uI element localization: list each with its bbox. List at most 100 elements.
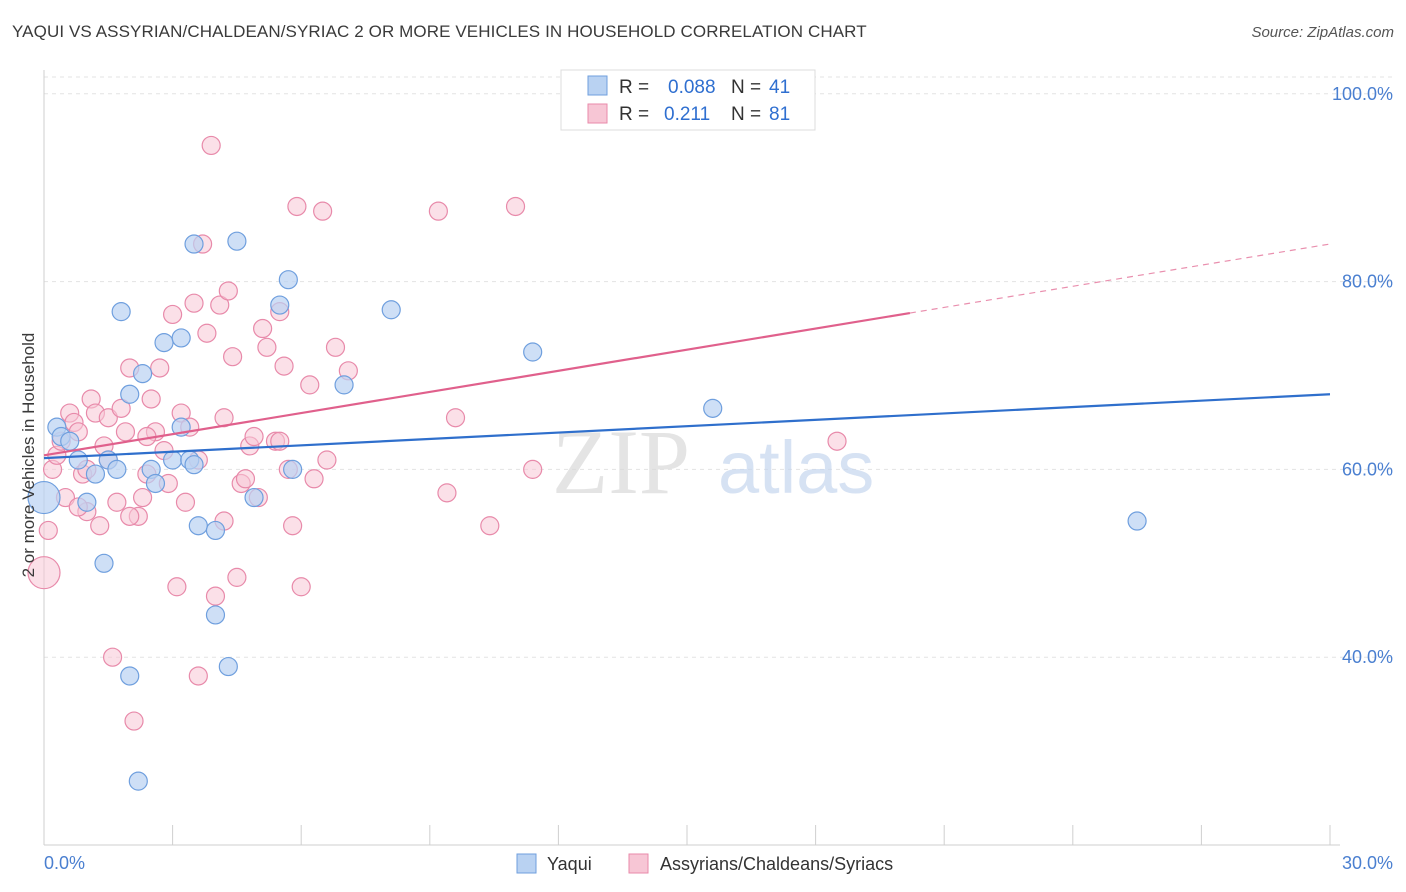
assyrian-point	[141, 389, 161, 409]
yaqui-point	[145, 473, 166, 494]
assyrian-point	[505, 196, 526, 217]
watermark: ZIP atlas	[552, 411, 874, 513]
assyrian-point	[274, 356, 294, 376]
assyrian-point	[197, 323, 217, 343]
yaqui-point	[132, 364, 153, 384]
assyrian-point	[291, 577, 311, 597]
yaqui-point	[381, 300, 401, 320]
chart-title: YAQUI VS ASSYRIAN/CHALDEAN/SYRIAC 2 OR M…	[12, 22, 867, 41]
bottom-legend-assyr: Assyrians/Chaldeans/Syriacs	[660, 854, 893, 874]
assyrian-point	[283, 516, 303, 536]
assyrian-point	[111, 398, 131, 418]
assyrian-point	[107, 492, 127, 512]
yaqui-point	[120, 384, 140, 404]
assyrian-point	[437, 483, 457, 503]
legend: R = 0.088 N = 41 R = 0.211 N = 81	[560, 69, 816, 131]
yaqui-point	[205, 605, 226, 625]
yaqui-point	[244, 487, 264, 508]
bottom-legend-yaqui: Yaqui	[547, 854, 592, 874]
yaqui-point	[27, 480, 61, 515]
trend-lines	[43, 243, 1331, 460]
yaqui-point	[154, 333, 174, 353]
yaqui-point	[188, 516, 208, 536]
assyrian-point	[827, 431, 847, 451]
assyrian-point	[132, 487, 153, 508]
yaqui-point	[120, 666, 140, 686]
yaqui-point	[77, 492, 97, 512]
y-tick-label: 80.0%	[1342, 272, 1393, 292]
assyrian-point	[102, 647, 123, 667]
assyrian-point	[124, 711, 144, 731]
watermark-atlas: atlas	[718, 426, 874, 509]
yaqui-points	[27, 231, 1147, 791]
y-axis-label: 2 or more Vehicles in Household	[19, 333, 38, 578]
yaqui-point	[111, 302, 131, 322]
yaqui-point	[68, 450, 88, 470]
assyrian-point	[175, 492, 196, 512]
assyrian-point	[257, 337, 277, 357]
assyrian-point	[201, 135, 221, 156]
assyrian-point	[115, 422, 136, 442]
assyrian-point	[244, 426, 264, 447]
assyrian-point	[227, 567, 247, 587]
assyrian-point	[184, 293, 204, 313]
yaqui-point	[283, 459, 303, 479]
assyrian-point	[287, 196, 307, 217]
yaqui-point	[278, 270, 298, 290]
assyrian-point	[150, 358, 170, 378]
y-tick-label: 60.0%	[1342, 459, 1393, 479]
yaqui-point	[163, 450, 183, 470]
assyrian-point	[445, 408, 466, 428]
y-tick-labels: 40.0% 60.0% 80.0% 100.0%	[1332, 84, 1393, 667]
assyrian-point	[210, 295, 230, 315]
assyrian-point	[27, 556, 61, 590]
legend-n-value-yaqui: 41	[769, 77, 790, 98]
yaqui-trend-line	[43, 393, 1331, 460]
yaqui-point	[1127, 511, 1147, 531]
yaqui-point	[184, 234, 204, 254]
yaqui-point	[218, 656, 238, 677]
assyrian-point	[167, 577, 187, 597]
assyrian-point	[90, 516, 110, 536]
yaqui-point	[94, 553, 114, 573]
assyrian-point	[317, 450, 337, 470]
bottom-legend-swatch-assyr	[628, 853, 649, 874]
legend-r-label-assyr: R =	[619, 104, 649, 125]
assyrian-point	[300, 375, 320, 395]
assyrian-point	[480, 516, 500, 536]
x-tick-label-min: 0.0%	[44, 853, 85, 873]
yaqui-point	[128, 771, 148, 791]
yaqui-point	[205, 520, 226, 541]
assyrian-point	[163, 304, 183, 325]
assyrian-point	[325, 337, 346, 357]
legend-n-value-assyr: 81	[769, 104, 790, 125]
legend-r-label-yaqui: R =	[619, 77, 649, 98]
assyrian-point	[188, 666, 208, 686]
legend-swatch-assyr	[587, 103, 608, 124]
grid-lines	[44, 76, 1393, 658]
assyrian-point	[428, 201, 448, 221]
yaqui-point	[703, 398, 723, 418]
x-axis-ticks	[43, 825, 1331, 845]
assyrian-point	[223, 347, 243, 367]
assyrian-point	[218, 281, 238, 301]
bottom-legend-swatch-yaqui	[516, 853, 537, 874]
yaqui-point	[85, 464, 106, 484]
yaqui-point	[184, 455, 204, 475]
yaqui-point	[60, 431, 80, 451]
assyrian-point	[304, 469, 324, 489]
assyrian-point	[313, 201, 333, 221]
assyrian-point	[235, 469, 256, 489]
yaqui-point	[171, 328, 191, 348]
source-label: Source: ZipAtlas.com	[1251, 24, 1394, 41]
legend-swatch-yaqui	[587, 75, 608, 96]
bottom-legend: Yaqui Assyrians/Chaldeans/Syriacs	[516, 853, 893, 874]
assyrian-point	[120, 506, 140, 526]
assyrian-point	[523, 459, 543, 479]
legend-r-value-yaqui: 0.088	[668, 77, 716, 98]
yaqui-point	[523, 342, 543, 362]
assyrian-trend-line-extension	[909, 243, 1331, 314]
legend-r-value-assyr: 0.211	[664, 104, 710, 125]
y-tick-label: 100.0%	[1332, 84, 1393, 104]
